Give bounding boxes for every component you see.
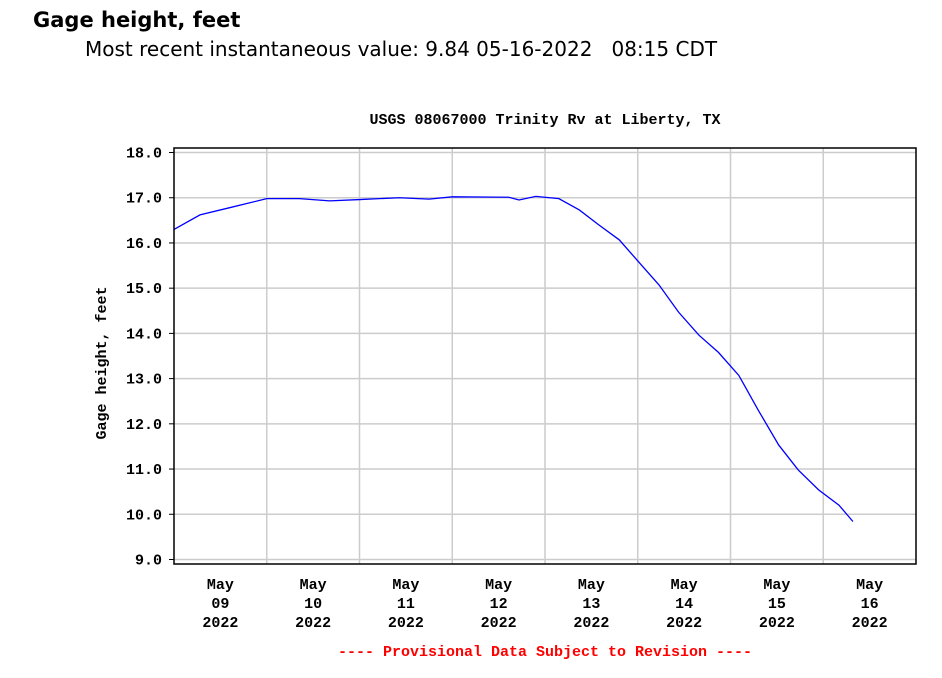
- y-tick-label: 13.0: [126, 372, 162, 389]
- y-tick-label: 12.0: [126, 417, 162, 434]
- x-tick-label: May 13 2022: [573, 577, 609, 632]
- x-tick-label: May 16 2022: [852, 577, 888, 632]
- y-tick-label: 16.0: [126, 236, 162, 253]
- x-tick-label: May 10 2022: [295, 577, 331, 632]
- footer-note: ---- Provisional Data Subject to Revisio…: [338, 644, 752, 661]
- x-tick-label: May 14 2022: [666, 577, 702, 632]
- data-line: [173, 195, 854, 522]
- plot-frame: [173, 147, 917, 565]
- chart-title: USGS 08067000 Trinity Rv at Liberty, TX: [369, 112, 720, 129]
- y-tick-label: 14.0: [126, 326, 162, 343]
- x-tick-label: May 09 2022: [202, 577, 238, 632]
- y-tick-label: 10.0: [126, 507, 162, 524]
- y-tick-label: 9.0: [135, 552, 162, 569]
- y-tick-label: 11.0: [126, 462, 162, 479]
- y-tick-label: 15.0: [126, 281, 162, 298]
- y-tick-label: 17.0: [126, 191, 162, 208]
- y-axis-label: Gage height, feet: [94, 286, 111, 439]
- x-tick-label: May 11 2022: [388, 577, 424, 632]
- x-tick-label: May 12 2022: [481, 577, 517, 632]
- x-tick-label: May 15 2022: [759, 577, 795, 632]
- header-title: Gage height, feet: [33, 8, 240, 32]
- header-subtitle: Most recent instantaneous value: 9.84 05…: [85, 37, 718, 61]
- y-tick-label: 18.0: [126, 146, 162, 163]
